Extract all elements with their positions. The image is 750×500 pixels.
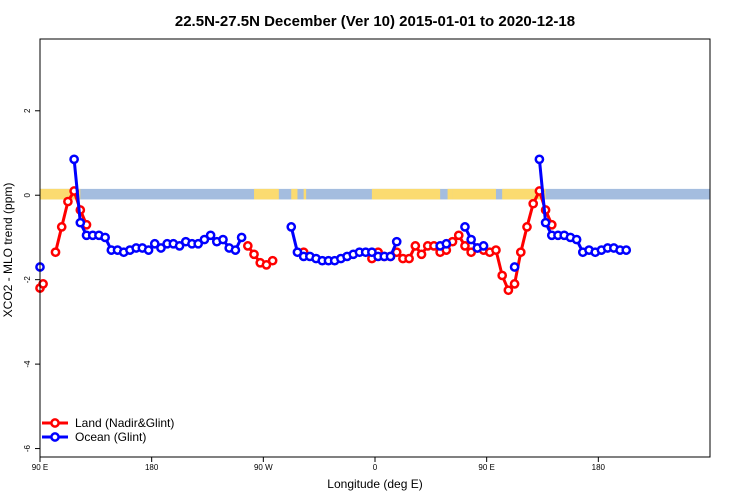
data-point xyxy=(410,241,421,251)
legend-label: Ocean (Glint) xyxy=(75,430,146,444)
data-point xyxy=(497,270,508,281)
data-point xyxy=(230,245,241,255)
data-point xyxy=(460,222,470,232)
data-point xyxy=(242,241,253,251)
data-point xyxy=(515,247,526,258)
data-point xyxy=(491,245,501,255)
data-point xyxy=(267,255,278,266)
data-point xyxy=(621,245,632,255)
land-band-segment xyxy=(502,188,546,200)
land-band-segment xyxy=(254,188,279,200)
data-point xyxy=(571,234,582,245)
y-axis-label: XCO2 - MLO trend (ppm) xyxy=(1,183,15,318)
x-tick-label: 180 xyxy=(592,463,606,472)
x-tick-label: 0 xyxy=(373,463,378,472)
data-point xyxy=(367,247,377,258)
data-point xyxy=(75,217,86,228)
x-tick-label: 90 E xyxy=(32,463,48,472)
land-band-segment xyxy=(303,188,307,200)
data-point xyxy=(466,247,477,258)
y-tick-label: -2 xyxy=(23,276,32,284)
data-point xyxy=(236,232,247,243)
data-point xyxy=(149,238,160,249)
series-layer xyxy=(35,154,632,296)
data-point xyxy=(199,234,210,245)
surface-band xyxy=(40,188,710,200)
data-point xyxy=(38,279,48,289)
y-tick-label: -6 xyxy=(23,444,32,452)
y-axis: 2 0 -2 -4 -6 xyxy=(23,108,40,452)
data-point xyxy=(404,253,414,264)
legend-marker xyxy=(50,432,60,442)
chart-title: 22.5N-27.5N December (Ver 10) 2015-01-01… xyxy=(175,13,575,30)
data-point xyxy=(540,217,551,228)
data-point xyxy=(218,234,228,245)
x-tick-label: 90 W xyxy=(254,463,273,472)
series-group xyxy=(35,154,632,272)
data-point xyxy=(193,238,204,249)
x-tick-label: 90 E xyxy=(478,463,494,472)
y-tick-label: -4 xyxy=(23,360,32,368)
data-point xyxy=(100,232,110,243)
land-band-segment xyxy=(40,188,81,200)
data-point xyxy=(503,285,514,296)
data-point xyxy=(56,222,67,232)
x-tick-label: 180 xyxy=(145,463,159,472)
y-tick-label: 2 xyxy=(23,108,32,113)
data-point xyxy=(156,243,166,253)
data-point xyxy=(478,241,489,251)
data-point xyxy=(460,241,470,251)
data-point xyxy=(453,230,464,241)
data-point xyxy=(69,154,79,165)
legend-marker xyxy=(50,418,60,428)
land-band-segment xyxy=(452,188,496,200)
data-point xyxy=(522,222,532,232)
x-axis: 90 E 180 90 W 0 90 E 180 xyxy=(32,457,606,472)
data-point xyxy=(528,198,539,209)
data-point xyxy=(286,222,297,232)
data-point xyxy=(391,236,402,247)
data-point xyxy=(385,251,396,262)
land-band-segment xyxy=(447,188,453,200)
data-point xyxy=(441,238,452,249)
data-point xyxy=(205,230,216,241)
data-point xyxy=(174,241,185,251)
y-tick-label: 0 xyxy=(23,192,32,197)
data-point xyxy=(261,260,272,270)
data-point xyxy=(416,249,427,260)
data-point xyxy=(292,247,303,258)
data-point xyxy=(509,279,520,289)
data-point xyxy=(63,196,73,207)
x-axis-label: Longitude (deg E) xyxy=(327,477,422,491)
data-point xyxy=(466,234,477,245)
legend: Land (Nadir&Glint)Ocean (Glint) xyxy=(42,416,174,444)
legend-label: Land (Nadir&Glint) xyxy=(75,416,174,430)
data-point xyxy=(50,247,61,258)
land-band-segment xyxy=(371,188,441,200)
data-point xyxy=(509,262,520,272)
data-point xyxy=(143,245,154,255)
data-point xyxy=(534,154,545,165)
data-point xyxy=(249,249,259,260)
land-band-segment xyxy=(291,188,298,200)
